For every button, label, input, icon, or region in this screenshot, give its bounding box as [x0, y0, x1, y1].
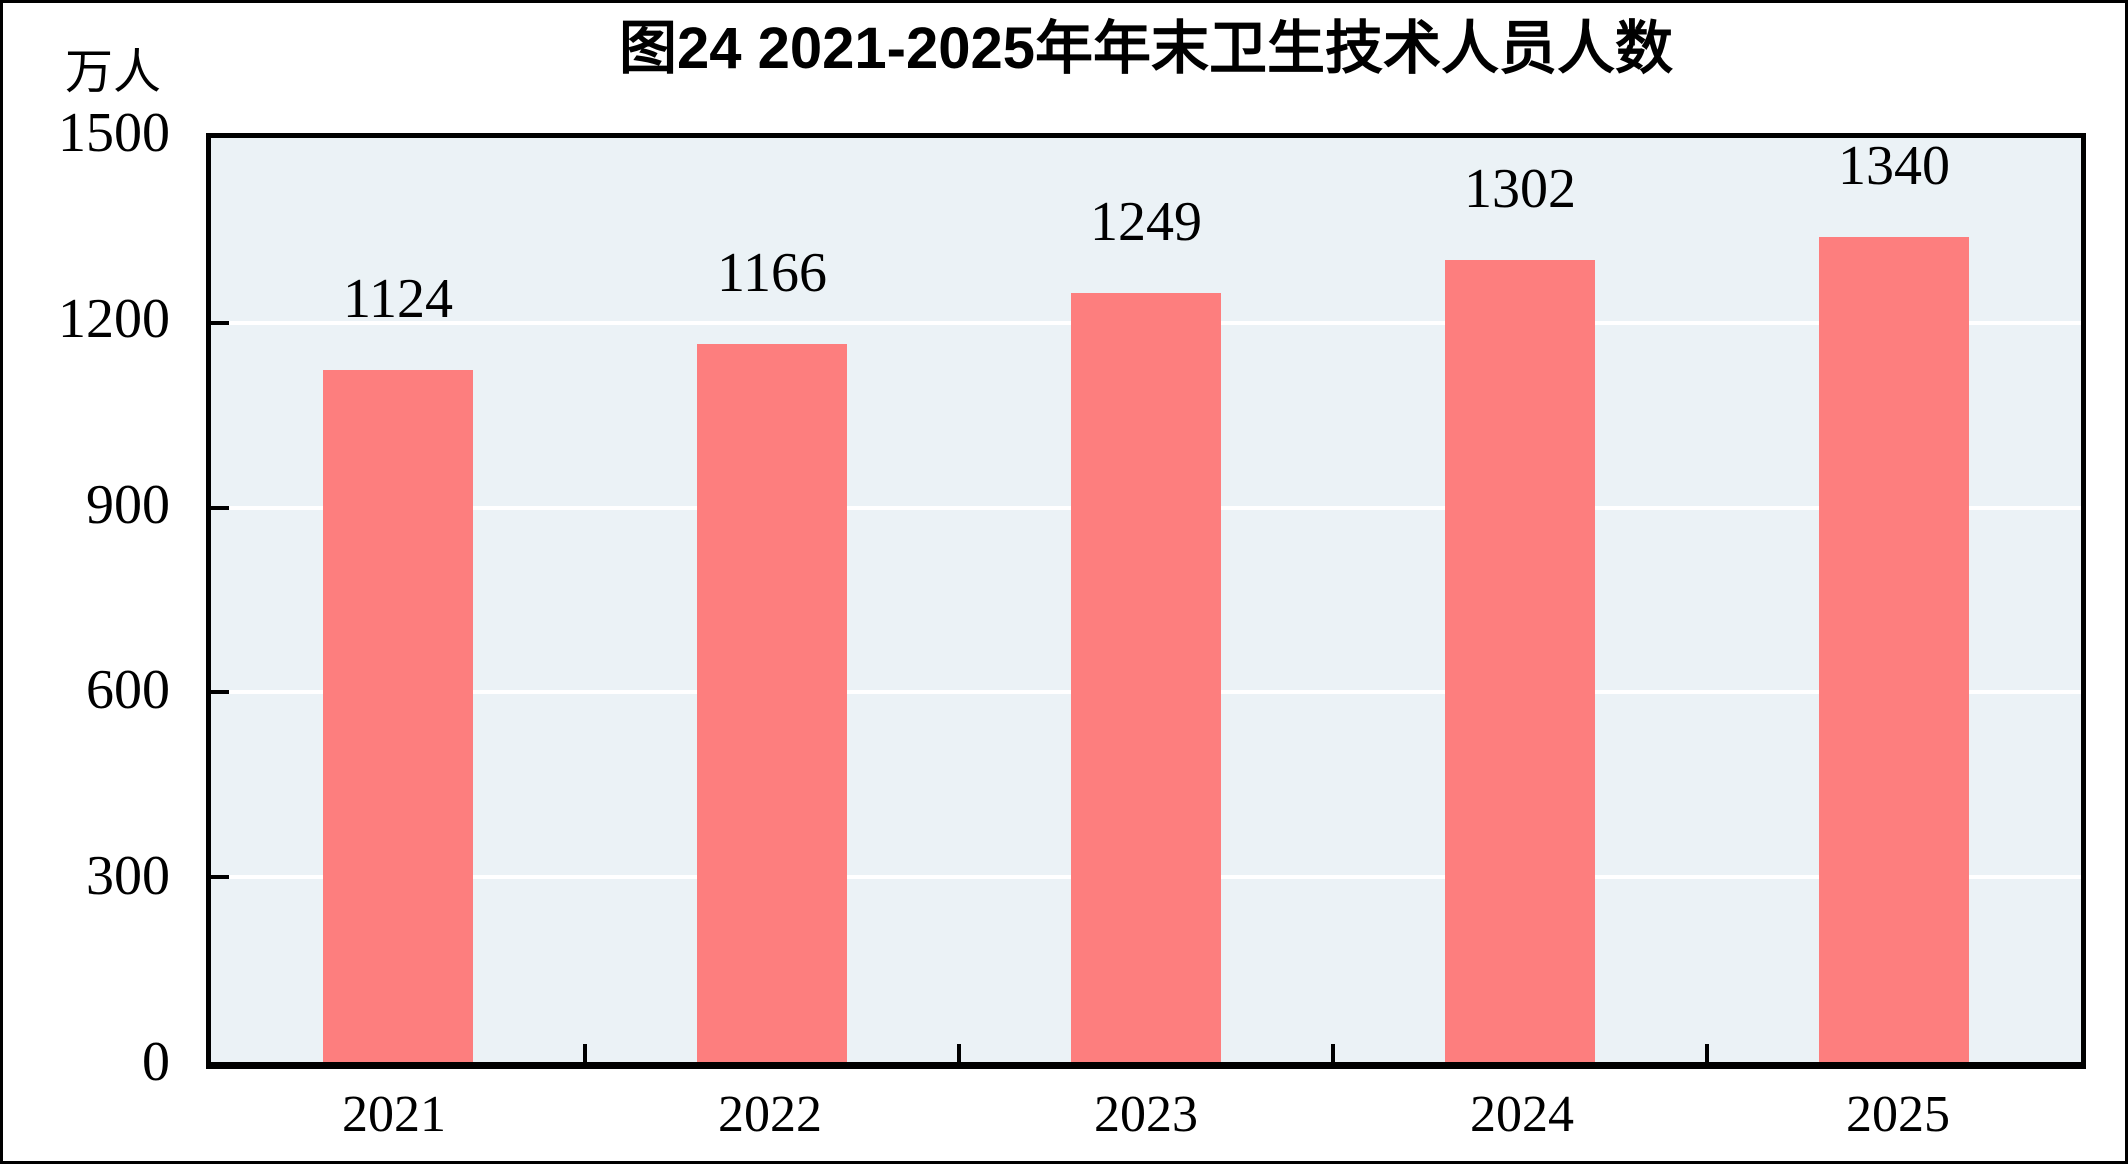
bar-value-label: 1249	[1090, 190, 1202, 253]
y-axis-tick	[211, 690, 229, 695]
bar-2022	[697, 343, 847, 1062]
y-axis: 0 300 600 900 1200 1500	[3, 3, 170, 1161]
x-axis-tick-label: 2024	[1470, 1086, 1574, 1143]
x-axis-tick-label: 2023	[1094, 1086, 1198, 1143]
y-axis-tick-label: 1200	[58, 287, 170, 350]
bar-2024	[1445, 259, 1595, 1062]
y-axis-tick-label: 600	[86, 659, 170, 722]
bar-2025	[1819, 236, 1969, 1062]
x-axis-tick	[957, 1044, 961, 1062]
plot-area: 1124 1166 1249 1302 1340	[206, 133, 2086, 1069]
x-axis-tick-label: 2021	[342, 1086, 446, 1143]
x-axis-tick	[1331, 1044, 1335, 1062]
y-axis-tick	[211, 505, 229, 510]
bar-value-label: 1124	[343, 267, 453, 330]
bar-value-label: 1302	[1464, 157, 1576, 220]
x-axis: 2021 2022 2023 2024 2025	[206, 1087, 2086, 1157]
y-axis-tick-label: 300	[86, 845, 170, 908]
x-axis-tick	[583, 1044, 587, 1062]
chart-title: 图24 2021-2025年年末卫生技术人员人数	[619, 16, 1673, 81]
x-axis-tick-label: 2022	[718, 1086, 822, 1143]
bar-2021	[323, 369, 473, 1062]
x-axis-tick	[1705, 1044, 1709, 1062]
y-axis-tick-label: 1500	[58, 102, 170, 164]
bar-2023	[1071, 292, 1221, 1062]
y-axis-tick-label: 0	[142, 1031, 170, 1093]
x-axis-tick-label: 2025	[1846, 1086, 1950, 1143]
y-axis-tick-label: 900	[86, 473, 170, 536]
y-axis-tick	[211, 875, 229, 880]
y-axis-unit-label: 万人	[65, 46, 162, 99]
y-axis-tick	[211, 320, 229, 325]
bar-value-label: 1340	[1838, 134, 1950, 197]
plot-area-inner: 1124 1166 1249 1302 1340	[211, 138, 2081, 1062]
bar-value-label: 1166	[717, 241, 827, 304]
